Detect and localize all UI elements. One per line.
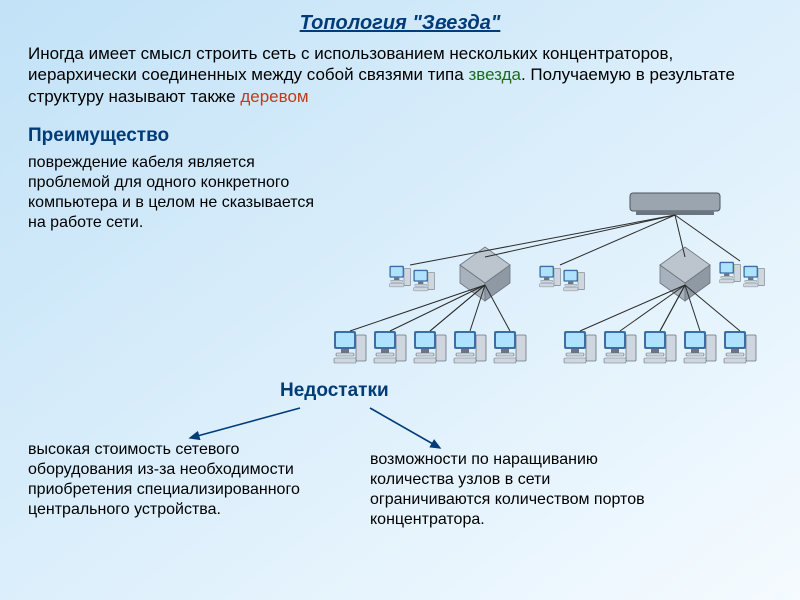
network-tree-diagram [330,175,770,385]
disadvantage-right-text: возможности по наращиванию количества уз… [370,450,660,530]
advantage-heading: Преимущество [28,125,318,147]
disadvantage-left-text: высокая стоимость сетевого оборудования … [28,440,308,520]
intro-highlight-star: звезда [468,65,521,84]
intro-highlight-tree: деревом [240,87,308,106]
advantage-text: повреждение кабеля является проблемой дл… [28,153,318,233]
page-title: Топология "Звезда" [28,12,772,35]
advantage-block: Преимущество повреждение кабеля является… [28,125,318,233]
intro-paragraph: Иногда имеет смысл строить сеть с исполь… [28,43,772,107]
